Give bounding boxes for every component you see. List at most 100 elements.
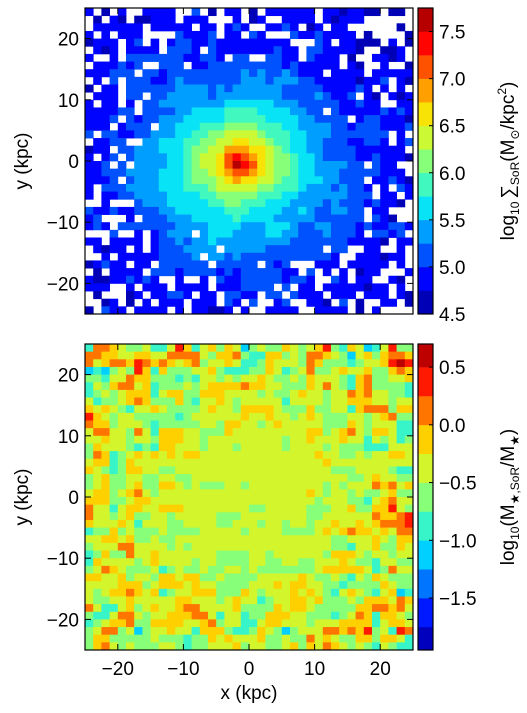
heatmap-cell xyxy=(199,183,209,192)
heatmap-cell xyxy=(322,573,332,582)
heatmap-cell xyxy=(208,8,217,17)
heatmap-cell xyxy=(208,92,217,101)
heatmap-cell xyxy=(150,481,160,490)
heatmap-cell xyxy=(257,489,266,498)
heatmap-cell xyxy=(175,229,184,238)
heatmap-cell xyxy=(117,382,127,391)
heatmap-cell xyxy=(347,642,356,651)
heatmap-cell xyxy=(216,92,225,101)
heatmap-cell xyxy=(191,604,201,613)
heatmap-cell xyxy=(380,489,389,498)
heatmap-cell xyxy=(183,519,192,528)
heatmap-cell xyxy=(290,115,299,124)
heatmap-cell xyxy=(306,30,315,39)
heatmap-cell xyxy=(355,260,365,269)
heatmap-cell xyxy=(126,99,135,108)
heatmap-cell xyxy=(249,443,258,452)
heatmap-cell xyxy=(142,252,151,261)
heatmap-cell xyxy=(126,145,135,154)
heatmap-cell xyxy=(257,84,266,93)
heatmap-cell xyxy=(380,550,389,559)
heatmap-cell xyxy=(306,138,315,147)
heatmap-cell xyxy=(216,474,225,483)
heatmap-cell xyxy=(199,283,209,292)
heatmap-cell xyxy=(175,451,184,460)
heatmap-cell xyxy=(93,366,102,375)
heatmap-cell xyxy=(134,550,143,559)
heatmap-cell xyxy=(290,604,299,613)
heatmap-cell xyxy=(265,627,274,636)
heatmap-cell xyxy=(339,512,348,521)
heatmap-cell xyxy=(306,405,315,414)
heatmap-cell xyxy=(183,252,192,261)
heatmap-cell xyxy=(232,366,242,375)
heatmap-cell xyxy=(216,604,225,613)
heatmap-cell xyxy=(265,519,274,528)
heatmap-cell xyxy=(158,168,168,177)
heatmap-cell xyxy=(322,199,332,208)
heatmap-cell xyxy=(150,229,160,238)
heatmap-cell xyxy=(249,634,258,643)
heatmap-cell xyxy=(183,245,192,254)
heatmap-cell xyxy=(314,153,324,162)
heatmap-cell xyxy=(142,420,151,429)
heatmap-cell xyxy=(380,206,389,215)
heatmap-cell xyxy=(298,107,307,116)
heatmap-cell xyxy=(183,283,192,292)
heatmap-cell xyxy=(273,222,283,231)
heatmap-cell xyxy=(208,84,217,93)
heatmap-cell xyxy=(232,497,242,506)
heatmap-cell xyxy=(183,581,192,590)
heatmap-cell xyxy=(404,351,414,360)
heatmap-cell xyxy=(240,451,250,460)
heatmap-cell xyxy=(314,84,324,93)
heatmap-cell xyxy=(380,291,389,300)
heatmap-cell xyxy=(85,588,94,597)
heatmap-cell xyxy=(331,420,340,429)
heatmap-cell xyxy=(199,619,209,628)
heatmap-cell xyxy=(257,122,266,131)
heatmap-cell xyxy=(101,30,110,39)
heatmap-cell xyxy=(249,497,258,506)
heatmap-cell xyxy=(298,245,307,254)
heatmap-cell xyxy=(404,268,414,277)
bottom-heatmap xyxy=(85,344,414,651)
heatmap-cell xyxy=(281,611,291,620)
heatmap-cell xyxy=(372,99,381,108)
heatmap-cell xyxy=(85,581,94,590)
heatmap-cell xyxy=(355,99,365,108)
heatmap-cell xyxy=(314,115,324,124)
heatmap-cell xyxy=(216,527,225,536)
heatmap-cell xyxy=(355,214,365,223)
heatmap-cell xyxy=(265,558,274,567)
heatmap-cell xyxy=(117,619,127,628)
heatmap-cell xyxy=(339,412,348,421)
heatmap-cell xyxy=(404,412,414,421)
heatmap-cell xyxy=(388,604,397,613)
heatmap-cell xyxy=(380,412,389,421)
heatmap-cell xyxy=(232,214,242,223)
heatmap-cell xyxy=(273,558,283,567)
heatmap-cell xyxy=(216,206,225,215)
heatmap-cell xyxy=(339,535,348,544)
heatmap-cell xyxy=(347,176,356,185)
heatmap-cell xyxy=(396,435,406,444)
heatmap-cell xyxy=(191,489,201,498)
heatmap-cell xyxy=(388,489,397,498)
heatmap-cell xyxy=(355,275,365,284)
heatmap-cell xyxy=(249,451,258,460)
heatmap-cell xyxy=(355,565,365,574)
heatmap-cell xyxy=(404,291,414,300)
heatmap-cell xyxy=(199,474,209,483)
heatmap-cell xyxy=(93,573,102,582)
heatmap-cell xyxy=(355,229,365,238)
heatmap-cell xyxy=(183,107,192,116)
heatmap-cell xyxy=(101,474,110,483)
heatmap-cell xyxy=(167,504,176,513)
heatmap-cell xyxy=(191,481,201,490)
heatmap-cell xyxy=(265,565,274,574)
heatmap-cell xyxy=(93,382,102,391)
heatmap-cell xyxy=(388,428,397,437)
y-tick-label: 20 xyxy=(58,366,79,387)
heatmap-cell xyxy=(199,145,209,154)
